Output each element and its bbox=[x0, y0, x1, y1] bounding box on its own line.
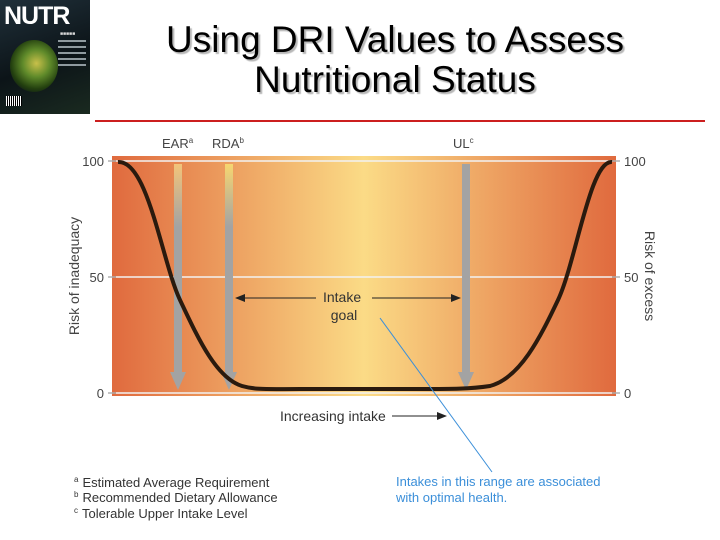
footnote-rda: b Recommended Dietary Allowance bbox=[74, 490, 278, 505]
right-axis-label: Risk of excess bbox=[642, 231, 658, 321]
intake-goal-label: Intake goal bbox=[323, 289, 365, 323]
increasing-intake-label: Increasing intake bbox=[280, 408, 386, 424]
slide-title: Using DRI Values to Assess Nutritional S… bbox=[166, 19, 624, 100]
left-tick-label-100: 100 bbox=[82, 154, 104, 169]
ear-arrowhead bbox=[170, 372, 186, 390]
callout-leader-line bbox=[379, 317, 493, 473]
cover-barcode bbox=[6, 96, 22, 106]
cover-text-lines bbox=[58, 40, 86, 70]
left-tick-label-0: 0 bbox=[97, 386, 104, 401]
ear-label: EARa bbox=[162, 136, 194, 151]
ear-arrow-shaft bbox=[174, 164, 182, 374]
left-tick-label-50: 50 bbox=[90, 270, 104, 285]
left-axis-label: Risk of inadequacy bbox=[66, 217, 82, 335]
ul-arrow-shaft bbox=[462, 164, 470, 374]
journal-cover-thumbnail: NUTR ■■■■■ bbox=[0, 0, 90, 114]
rda-label: RDAb bbox=[212, 136, 244, 151]
footnote-ul: c Tolerable Upper Intake Level bbox=[74, 506, 248, 521]
rda-arrow-shaft bbox=[225, 164, 233, 374]
risk-curve bbox=[117, 159, 613, 392]
footnote-ear: a Estimated Average Requirement bbox=[74, 475, 270, 490]
callout-text: Intakes in this range are associated wit… bbox=[395, 474, 604, 505]
right-tick-label-100: 100 bbox=[624, 154, 646, 169]
journal-brand: NUTR bbox=[4, 2, 70, 30]
cover-artwork bbox=[10, 40, 58, 92]
cover-volume-mark: ■■■■■ bbox=[60, 31, 76, 37]
right-tick-label-0: 0 bbox=[624, 386, 631, 401]
chart-background bbox=[112, 156, 616, 396]
right-tick-label-50: 50 bbox=[624, 270, 638, 285]
ul-arrowhead bbox=[458, 372, 474, 390]
ul-label: ULc bbox=[453, 136, 474, 151]
title-underline bbox=[95, 120, 705, 122]
